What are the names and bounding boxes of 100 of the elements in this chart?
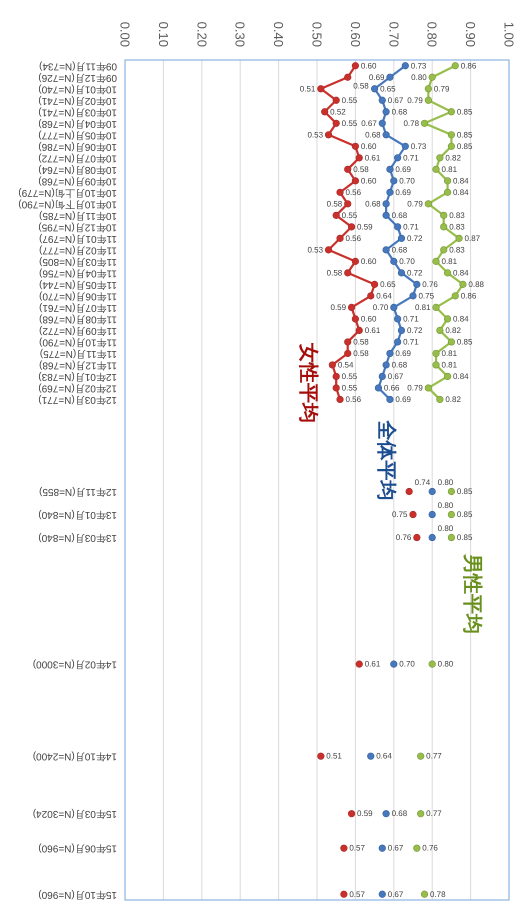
data-label: 0.68 (392, 809, 408, 818)
data-label: 0.81 (442, 256, 458, 266)
data-label: 0.61 (364, 326, 380, 335)
y-tick-label: 14年02月(N=3000) (32, 658, 117, 670)
data-label: 0.59 (330, 302, 346, 312)
data-label: 0.69 (395, 164, 411, 174)
y-tick-label: 11年12月(N=768) (39, 359, 117, 370)
data-label: 0.56 (346, 394, 362, 404)
data-label: 0.70 (399, 176, 415, 186)
y-tick-label: 10年10月上旬(N=779) (18, 186, 117, 198)
data-label: 0.76 (422, 280, 438, 289)
data-label: 0.68 (392, 210, 408, 220)
data-label: 0.79 (434, 84, 450, 94)
y-tick-label: 10年12月(N=795) (38, 221, 117, 232)
data-label: 0.79 (407, 96, 423, 105)
data-label: 0.60 (360, 314, 376, 324)
data-label: 0.80 (438, 478, 454, 488)
x-tick-label: 1.00 (502, 22, 515, 47)
x-tick-label: 0.60 (348, 22, 363, 47)
data-label: 0.61 (364, 153, 380, 162)
x-tick-label: 0.40 (271, 22, 286, 47)
y-tick-label: 10年09月(N=768) (38, 175, 117, 186)
y-tick-label: 13年01月(N=840) (38, 509, 117, 520)
data-label: 0.77 (426, 752, 442, 761)
data-label: 0.60 (360, 142, 376, 151)
data-label: 0.80 (438, 524, 454, 534)
y-tick-label: 11年07月(N=761) (39, 302, 117, 313)
data-label: 0.58 (353, 348, 369, 358)
x-tick-label: 0.20 (194, 22, 210, 47)
data-label: 0.58 (326, 268, 342, 278)
y-tick-label: 11年06月(N=770) (39, 290, 117, 302)
data-label: 0.58 (326, 199, 342, 208)
x-tick-label: 0.00 (118, 22, 132, 47)
y-tick-label: 11年04月(N=756) (39, 267, 117, 278)
y-tick-label: 09年11月(N=734) (39, 60, 117, 72)
data-label: 0.80 (411, 72, 427, 82)
x-tick-label: 0.50 (310, 22, 324, 47)
data-label: 0.80 (438, 501, 454, 510)
data-label: 0.76 (422, 844, 438, 853)
data-label: 0.61 (364, 660, 380, 669)
data-label: 0.85 (456, 130, 472, 140)
data-label: 0.52 (330, 107, 346, 116)
y-tick-label: 11年01月(N=797) (39, 232, 117, 244)
data-label: 0.70 (399, 256, 415, 266)
data-label: 0.57 (349, 890, 365, 899)
y-tick-label: 13年03月(N=840) (38, 532, 117, 544)
data-label: 0.82 (445, 153, 461, 162)
series-name: 女性平均 (296, 343, 319, 424)
y-tick-label: 15年03月(N=3024) (32, 808, 117, 820)
y-tick-label: 11年02月(N=777) (39, 244, 117, 256)
data-label: 0.81 (442, 348, 458, 358)
y-tick-label: 11年08月(N=768) (39, 313, 117, 324)
data-label: 0.65 (380, 84, 396, 94)
data-label: 0.56 (346, 188, 362, 197)
data-label: 0.71 (403, 153, 419, 162)
data-label: 0.60 (360, 176, 376, 186)
data-label: 0.71 (403, 337, 419, 346)
data-label: 0.81 (415, 302, 431, 312)
data-label: 0.85 (456, 510, 472, 520)
y-tick-label: 12年11月(N=855) (39, 486, 117, 497)
y-tick-label: 15年10月(N=960) (38, 888, 117, 900)
data-label: 0.78 (403, 118, 420, 128)
data-label: 0.59 (357, 809, 373, 818)
data-label: 0.67 (388, 844, 404, 853)
y-tick-label: 11年09月(N=772) (39, 324, 117, 336)
data-label: 0.55 (342, 210, 358, 220)
data-label: 0.83 (449, 245, 465, 254)
data-label: 0.55 (342, 118, 358, 128)
data-label: 0.74 (414, 478, 430, 488)
data-label: 0.73 (410, 142, 426, 151)
data-label: 0.59 (357, 222, 373, 232)
data-label: 0.68 (392, 360, 408, 370)
data-label: 0.53 (307, 130, 324, 140)
y-tick-label: 10年08月(N=764) (38, 164, 117, 175)
data-label: 0.72 (406, 234, 423, 243)
data-label: 0.85 (456, 533, 472, 542)
y-tick-label: 10年10月下旬(N=790) (18, 198, 117, 210)
data-label: 0.51 (326, 752, 342, 761)
data-label: 0.55 (342, 372, 358, 381)
data-label: 0.69 (368, 72, 384, 82)
data-label: 0.58 (353, 337, 369, 346)
data-label: 0.77 (426, 809, 442, 818)
data-label: 0.80 (438, 660, 454, 669)
data-label: 0.85 (456, 142, 472, 151)
y-tick-label: 10年11月(N=785) (39, 210, 117, 221)
y-tick-label: 10年06月(N=786) (38, 140, 117, 152)
data-label: 0.65 (380, 280, 396, 289)
data-label: 0.64 (376, 291, 392, 300)
data-label: 0.53 (307, 245, 324, 254)
data-label: 0.51 (300, 84, 316, 94)
data-label: 0.71 (403, 314, 419, 324)
data-label: 0.85 (456, 107, 472, 116)
data-label: 0.78 (430, 890, 446, 899)
data-label: 0.84 (453, 188, 469, 197)
data-label: 0.84 (453, 176, 469, 186)
data-label: 0.55 (342, 383, 358, 392)
data-label: 0.58 (353, 82, 369, 91)
y-tick-label: 11年11月(N=775) (40, 348, 117, 359)
y-tick-label: 10年01月(N=740) (38, 83, 117, 94)
data-label: 0.54 (338, 360, 354, 370)
